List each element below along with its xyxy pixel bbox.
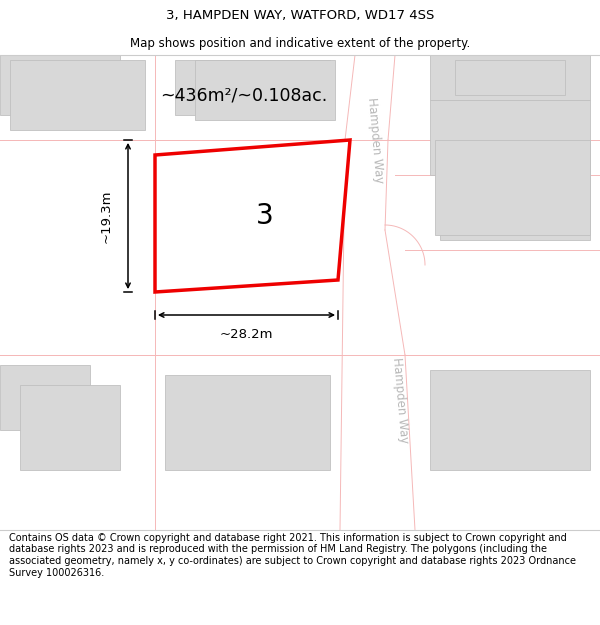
Polygon shape (430, 55, 590, 100)
Polygon shape (20, 385, 120, 470)
Text: 3, HAMPDEN WAY, WATFORD, WD17 4SS: 3, HAMPDEN WAY, WATFORD, WD17 4SS (166, 9, 434, 22)
Polygon shape (155, 140, 350, 292)
Polygon shape (165, 375, 330, 470)
Text: 3: 3 (256, 202, 274, 230)
Text: Contains OS data © Crown copyright and database right 2021. This information is : Contains OS data © Crown copyright and d… (9, 533, 576, 578)
Text: Map shows position and indicative extent of the property.: Map shows position and indicative extent… (130, 38, 470, 51)
Polygon shape (440, 175, 590, 240)
Text: ~28.2m: ~28.2m (220, 329, 273, 341)
Polygon shape (430, 370, 590, 470)
Polygon shape (10, 60, 145, 130)
Text: ~436m²/~0.108ac.: ~436m²/~0.108ac. (160, 86, 327, 104)
Polygon shape (0, 365, 90, 430)
Polygon shape (175, 60, 330, 115)
Polygon shape (230, 170, 320, 270)
Text: Hampden Way: Hampden Way (390, 356, 410, 444)
Text: ~19.3m: ~19.3m (100, 189, 113, 242)
Polygon shape (430, 100, 590, 175)
Polygon shape (435, 140, 590, 235)
Text: Hampden Way: Hampden Way (365, 96, 385, 184)
Polygon shape (0, 55, 120, 115)
Polygon shape (195, 60, 335, 120)
Polygon shape (455, 60, 565, 95)
